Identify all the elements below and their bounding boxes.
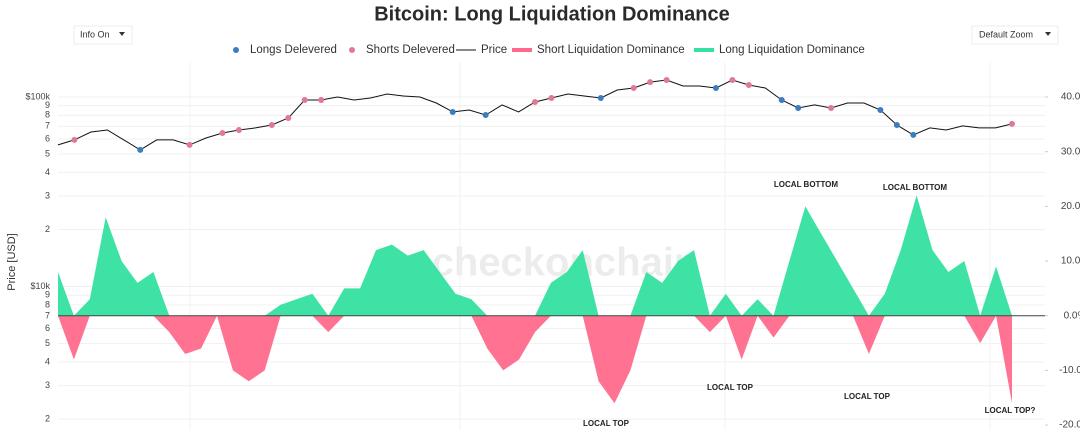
shorts-dot <box>285 114 292 121</box>
legend-label: Short Liquidation Dominance <box>537 44 685 56</box>
y2-tick-label: 30.0% <box>1061 146 1080 157</box>
y-tick-label: 3 <box>45 190 50 200</box>
shorts-dot <box>663 77 670 84</box>
y-tick-label: 3 <box>45 380 50 390</box>
shorts-dot <box>268 121 275 128</box>
shorts-dot <box>186 141 193 148</box>
annotation: LOCAL TOP <box>844 392 891 401</box>
info-label[interactable]: Info On <box>80 29 110 39</box>
shorts-dot <box>71 136 78 143</box>
y-tick-label: $100k <box>25 91 50 101</box>
dropdown-arrow[interactable] <box>1045 32 1051 36</box>
y-tick-label: 7 <box>45 121 50 131</box>
legend-marker <box>349 47 355 53</box>
annotation: LOCAL TOP <box>707 383 754 392</box>
y-tick-label: 4 <box>45 167 50 177</box>
shorts-dot <box>647 79 654 86</box>
longs-dot <box>910 131 917 138</box>
longs-dot <box>482 111 489 118</box>
annotation: LOCAL BOTTOM <box>883 183 947 192</box>
y-tick-label: 7 <box>45 310 50 320</box>
zoom-box[interactable] <box>971 25 1059 45</box>
y-tick-label: 9 <box>45 290 50 300</box>
longs-dot <box>597 94 604 101</box>
shorts-dot <box>219 129 226 136</box>
legend-label: Longs Delevered <box>250 44 337 56</box>
y-tick-label: 5 <box>45 148 50 158</box>
y-tick-label: 6 <box>45 323 50 333</box>
legend-label: Shorts Delevered <box>366 44 455 56</box>
y-tick-label: $10k <box>30 281 50 291</box>
shorts-dot <box>828 104 835 111</box>
legend-marker <box>233 47 239 53</box>
y-tick-label: 5 <box>45 338 50 348</box>
y2-tick-label: 40.0% <box>1061 92 1080 103</box>
y-tick-label: 6 <box>45 133 50 143</box>
legend-label: Long Liquidation Dominance <box>719 44 865 56</box>
chart-title: Bitcoin: Long Liquidation Dominance <box>374 3 730 25</box>
y-tick-label: 2 <box>45 224 50 234</box>
dominance-area <box>58 195 1012 316</box>
y2-tick-label: -20.0% <box>1059 420 1080 431</box>
legend-label: Price <box>481 44 507 56</box>
info-box[interactable] <box>73 25 133 45</box>
annotation: LOCAL BOTTOM <box>774 180 838 189</box>
annotation: LOCAL TOP? <box>985 406 1036 415</box>
y-tick-label: 9 <box>45 100 50 110</box>
shorts-dot <box>729 77 736 84</box>
shorts-dot <box>235 126 242 133</box>
shorts-dot <box>745 82 752 89</box>
longs-dot <box>877 106 884 113</box>
y-tick-label: 8 <box>45 110 50 120</box>
y2-tick-label: -10.0% <box>1059 365 1080 376</box>
info-control[interactable]: Info On <box>73 25 133 45</box>
longs-dot <box>893 121 900 128</box>
shorts-dot <box>548 94 555 101</box>
shorts-dot <box>630 85 637 92</box>
y-tick-label: 2 <box>45 413 50 423</box>
shorts-dot <box>532 99 538 106</box>
longs-dot <box>712 85 719 92</box>
longs-dot <box>778 97 785 104</box>
longs-dot <box>137 146 144 153</box>
y2-tick-label: 20.0% <box>1061 201 1080 212</box>
longs-dot <box>795 104 802 111</box>
zoom-control[interactable]: Default Zoom <box>971 25 1059 45</box>
zoom-label[interactable]: Default Zoom <box>979 29 1033 39</box>
shorts-dot <box>318 97 325 104</box>
y-tick-label: 4 <box>45 356 50 366</box>
y-tick-label: 8 <box>45 299 50 309</box>
y2-tick-label: 0.0% <box>1064 310 1080 321</box>
dominance-area <box>58 315 1012 404</box>
dropdown-arrow[interactable] <box>119 32 125 36</box>
annotation: LOCAL TOP <box>583 419 630 428</box>
longs-dot <box>449 108 456 115</box>
shorts-dot <box>301 97 308 104</box>
shorts-dot <box>1009 120 1015 127</box>
y-axis-label: Price [USD] <box>6 233 18 290</box>
y2-tick-label: 10.0% <box>1061 256 1080 267</box>
